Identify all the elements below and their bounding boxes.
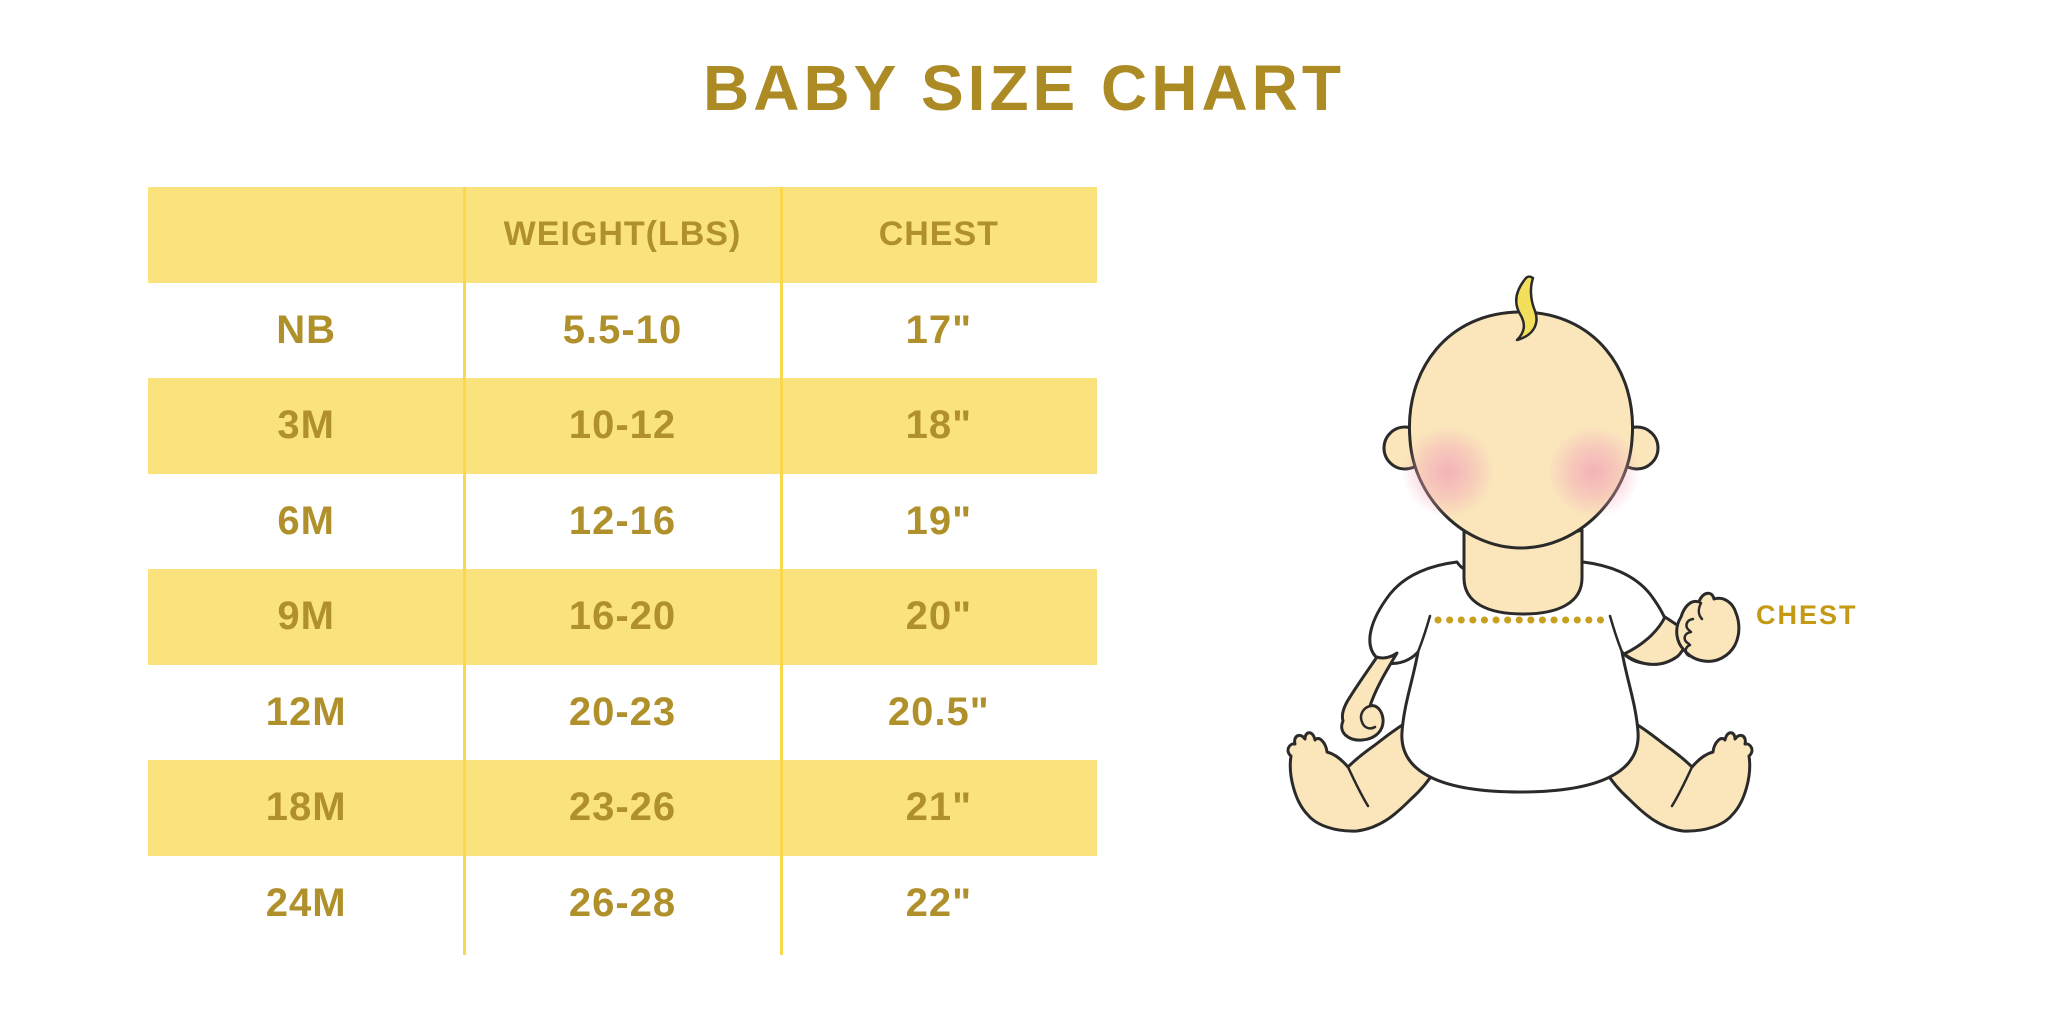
size-cell: 9M xyxy=(277,594,335,639)
table-row: 12M 20-23 20.5" xyxy=(148,665,1097,761)
baby-left-cheek xyxy=(1402,426,1494,518)
weight-cell: 23-26 xyxy=(568,785,677,830)
weight-cell: 20-23 xyxy=(568,689,677,734)
chest-cell: 20.5" xyxy=(887,689,990,734)
chest-cell: 18" xyxy=(905,403,973,448)
chest-cell: 17" xyxy=(905,307,973,352)
chest-label: CHEST xyxy=(1756,600,1858,630)
chest-cell: 21" xyxy=(905,785,973,830)
baby-right-fist xyxy=(1675,591,1741,663)
header-chest: CHEST xyxy=(878,215,999,254)
chest-cell: 19" xyxy=(905,498,973,543)
column-divider-2 xyxy=(780,187,783,955)
size-cell: 12M xyxy=(265,689,347,734)
weight-cell: 5.5-10 xyxy=(562,307,683,352)
size-table: WEIGHT(LBS) CHEST NB 5.5-10 17" 3M 10-12… xyxy=(148,187,1097,951)
table-header-row: WEIGHT(LBS) CHEST xyxy=(148,187,1097,283)
weight-cell: 10-12 xyxy=(568,403,677,448)
size-cell: 3M xyxy=(277,403,335,448)
column-divider-1 xyxy=(463,187,466,955)
page-title: BABY SIZE CHART xyxy=(703,52,1345,124)
size-cell: 6M xyxy=(277,498,335,543)
baby-illustration xyxy=(1286,275,1754,833)
size-cell: 24M xyxy=(265,880,347,925)
weight-cell: 16-20 xyxy=(568,594,677,639)
table-row: NB 5.5-10 17" xyxy=(148,283,1097,379)
baby-left-arm xyxy=(1340,651,1399,742)
chest-cell: 20" xyxy=(905,594,973,639)
table-row: 9M 16-20 20" xyxy=(148,569,1097,665)
table-row: 18M 23-26 21" xyxy=(148,760,1097,856)
baby-right-arm xyxy=(1622,591,1741,666)
weight-cell: 26-28 xyxy=(568,880,677,925)
table-row: 3M 10-12 18" xyxy=(148,378,1097,474)
table-row: 24M 26-28 22" xyxy=(148,856,1097,952)
chest-cell: 22" xyxy=(905,880,973,925)
header-weight: WEIGHT(LBS) xyxy=(503,215,742,254)
size-cell: NB xyxy=(276,307,337,352)
table-row: 6M 12-16 19" xyxy=(148,474,1097,570)
size-cell: 18M xyxy=(265,785,347,830)
baby-hair-curl-icon xyxy=(1514,275,1538,342)
baby-right-cheek xyxy=(1548,426,1640,518)
weight-cell: 12-16 xyxy=(568,498,677,543)
